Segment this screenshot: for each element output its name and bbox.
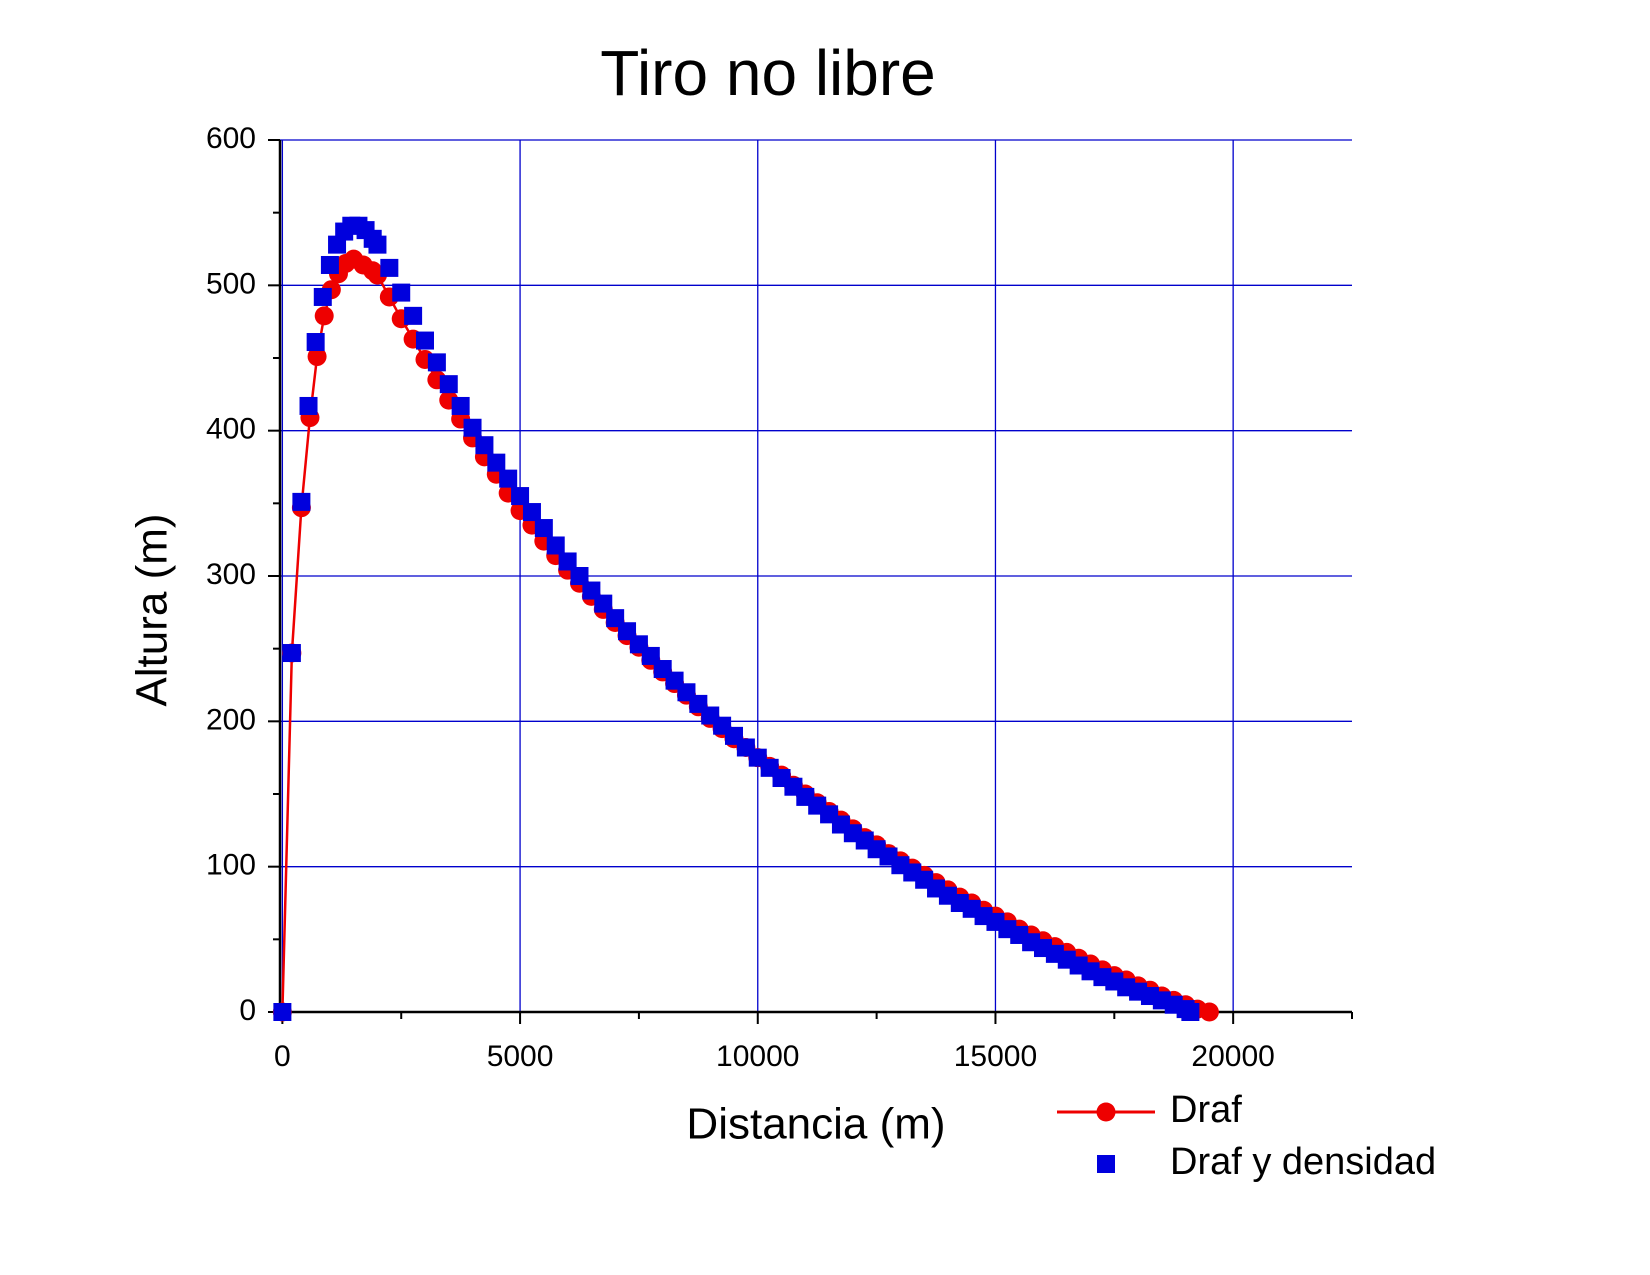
point bbox=[439, 375, 458, 394]
point bbox=[1181, 1003, 1200, 1021]
x-tick-label: 5000 bbox=[487, 1040, 554, 1073]
y-tick-label: 100 bbox=[206, 849, 256, 882]
y-tick-label: 600 bbox=[206, 122, 256, 155]
x-tick-label: 10000 bbox=[716, 1040, 799, 1073]
legend-label: Draf y densidad bbox=[1170, 1141, 1436, 1183]
point bbox=[546, 536, 565, 555]
point bbox=[313, 287, 332, 306]
x-tick-label: 0 bbox=[274, 1040, 291, 1073]
point bbox=[558, 552, 577, 571]
x-tick-label: 15000 bbox=[954, 1040, 1037, 1073]
point bbox=[1199, 1002, 1219, 1022]
point bbox=[475, 436, 494, 455]
y-axis-label: Altura (m) bbox=[128, 513, 177, 706]
point bbox=[282, 644, 301, 663]
point bbox=[570, 567, 589, 585]
point bbox=[307, 347, 327, 367]
chart-title: Tiro no libre bbox=[600, 37, 936, 109]
legend-label: Draf bbox=[1170, 1089, 1242, 1131]
point bbox=[392, 283, 411, 302]
point bbox=[487, 453, 506, 472]
point bbox=[299, 396, 318, 415]
series-line bbox=[281, 257, 1210, 1014]
y-tick-label: 0 bbox=[239, 994, 256, 1027]
legend-marker bbox=[1097, 1155, 1115, 1173]
point bbox=[292, 492, 311, 511]
point bbox=[306, 333, 325, 352]
y-tick-label: 500 bbox=[206, 267, 256, 300]
point bbox=[499, 469, 518, 488]
point bbox=[415, 331, 434, 350]
point bbox=[404, 306, 423, 325]
point bbox=[522, 503, 541, 522]
point bbox=[320, 255, 339, 274]
y-tick-label: 200 bbox=[206, 703, 256, 736]
y-tick-label: 300 bbox=[206, 558, 256, 591]
x-tick-label: 20000 bbox=[1191, 1040, 1274, 1073]
point bbox=[314, 306, 334, 326]
legend-marker bbox=[1096, 1102, 1116, 1122]
point bbox=[427, 353, 446, 372]
point bbox=[380, 258, 399, 277]
point bbox=[594, 594, 613, 613]
y-tick-label: 400 bbox=[206, 413, 256, 446]
point bbox=[463, 418, 482, 437]
x-axis-label: Distancia (m) bbox=[686, 1100, 945, 1149]
point bbox=[273, 1003, 292, 1021]
point bbox=[534, 519, 553, 538]
point bbox=[451, 396, 470, 415]
point bbox=[368, 235, 387, 254]
point bbox=[511, 487, 530, 506]
